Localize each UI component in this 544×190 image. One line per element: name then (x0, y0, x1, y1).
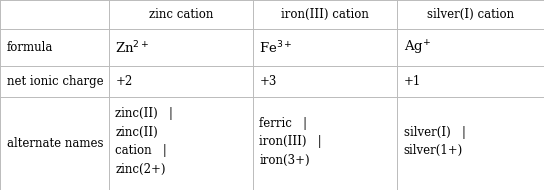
Text: alternate names: alternate names (7, 137, 103, 150)
Text: +2: +2 (115, 75, 133, 88)
Text: zinc cation: zinc cation (149, 8, 213, 21)
Text: Zn$^{2+}$: Zn$^{2+}$ (115, 39, 150, 56)
Text: net ionic charge: net ionic charge (7, 75, 103, 88)
Text: +1: +1 (404, 75, 421, 88)
Text: silver(I) cation: silver(I) cation (427, 8, 514, 21)
Text: zinc(II)   |
zinc(II)
cation   |
zinc(2+): zinc(II) | zinc(II) cation | zinc(2+) (115, 107, 173, 176)
Text: ferric   |
iron(III)   |
iron(3+): ferric | iron(III) | iron(3+) (259, 116, 322, 167)
Text: iron(III) cation: iron(III) cation (281, 8, 369, 21)
Text: +3: +3 (259, 75, 277, 88)
Text: Ag$^{+}$: Ag$^{+}$ (404, 38, 431, 57)
Text: Fe$^{3+}$: Fe$^{3+}$ (259, 39, 293, 56)
Text: formula: formula (7, 41, 53, 54)
Text: silver(I)   |
silver(1+): silver(I) | silver(1+) (404, 126, 466, 157)
